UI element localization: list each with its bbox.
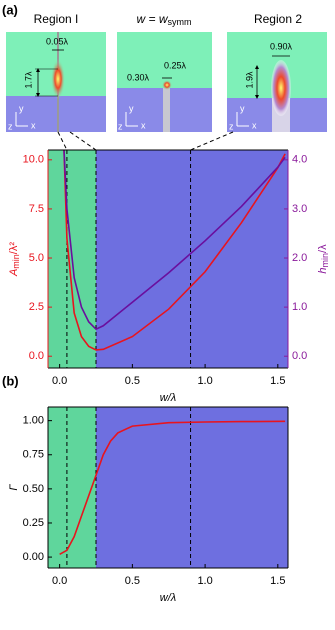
y-tick-label: 0.00 (23, 551, 44, 563)
axis-title-main: w/λ (160, 392, 176, 404)
x-tick-label: 0.5 (125, 575, 140, 587)
axis-title-main: w/λ (160, 592, 176, 604)
region (48, 407, 96, 568)
inset-axis: y (129, 103, 134, 113)
inset-label: 0.25λ (164, 60, 187, 70)
axis-title-rest: /λ (317, 244, 329, 253)
region (96, 407, 288, 568)
axis-title-main: A (8, 269, 20, 277)
y-tick-label: 5.0 (29, 252, 44, 264)
axis-title: hmin/λ (317, 244, 330, 274)
y-tick-label: 0.50 (23, 483, 44, 495)
inset-title: Region I (34, 12, 79, 26)
x-tick-label: 1.0 (197, 375, 212, 387)
y-tick-label: 2.5 (29, 301, 44, 313)
series-line (59, 420, 286, 556)
series-line (63, 150, 286, 351)
y2-tick-label: 3.0 (292, 203, 307, 215)
inset: Region 2 0.90λ 1.9λ y z x (227, 12, 327, 132)
connector (69, 131, 97, 151)
connector (57, 131, 68, 151)
x-tick-label: 1.0 (197, 575, 212, 587)
inset-axis: x (31, 120, 36, 130)
y-tick-label: 10.0 (23, 154, 44, 166)
inset-label: 1.9λ (244, 71, 254, 89)
region (96, 150, 288, 368)
x-tick-label: 1.5 (270, 375, 285, 387)
series-line (63, 150, 286, 331)
y-tick-label: 0.0 (29, 350, 44, 362)
inset-title-main: w = w (136, 12, 168, 26)
panel-label: (b) (2, 373, 19, 388)
axis-title: Γ (8, 484, 20, 491)
inset-title-sub: symm (168, 17, 192, 27)
axis-title-rest: /λ² (8, 242, 20, 255)
inset-label: 0.30λ (127, 72, 150, 82)
axis-title: w/λ (160, 392, 176, 404)
y-tick-label: 0.75 (23, 449, 44, 461)
y2-tick-label: 2.0 (292, 252, 307, 264)
axis-title-sub: min (320, 253, 330, 268)
inset-title: w = wsymm (136, 12, 191, 27)
axis-title: Amin/λ² (8, 242, 21, 277)
axis-title-main: Γ (8, 484, 20, 491)
connector (190, 131, 234, 151)
x-tick-label: 0.0 (52, 575, 67, 587)
y2-tick-label: 4.0 (292, 154, 307, 166)
axis-title: w/λ (160, 592, 176, 604)
inset-axis: z (229, 121, 234, 131)
x-tick-label: 0.5 (125, 375, 140, 387)
x-tick-label: 1.5 (270, 575, 285, 587)
x-tick-label: 0.0 (52, 375, 67, 387)
inset-label: 1.7λ (23, 71, 33, 89)
inset-axis: y (19, 103, 24, 113)
y-tick-label: 7.5 (29, 203, 44, 215)
inset: w = wsymm 0.25λ 0.30λ y z x (117, 12, 212, 132)
inset-axis: y (240, 103, 245, 113)
y-tick-label: 1.00 (23, 415, 44, 427)
inset-axis: z (118, 121, 123, 131)
y2-tick-label: 1.0 (292, 301, 307, 313)
inset-axis: z (8, 121, 13, 131)
axis-title-main: h (317, 267, 329, 273)
axis-title-sub: min (11, 254, 21, 269)
inset-axis: x (252, 120, 257, 130)
y-tick-label: 0.25 (23, 517, 44, 529)
inset: Region I 0.05λ 1.7λ y z x (6, 12, 106, 132)
inset-label: 0.90λ (270, 41, 293, 51)
inset-axis: x (141, 120, 146, 130)
panel-label: (a) (2, 2, 18, 17)
inset-label: 0.05λ (46, 36, 69, 46)
y2-tick-label: 0.0 (292, 350, 307, 362)
inset-title: Region 2 (254, 12, 302, 26)
